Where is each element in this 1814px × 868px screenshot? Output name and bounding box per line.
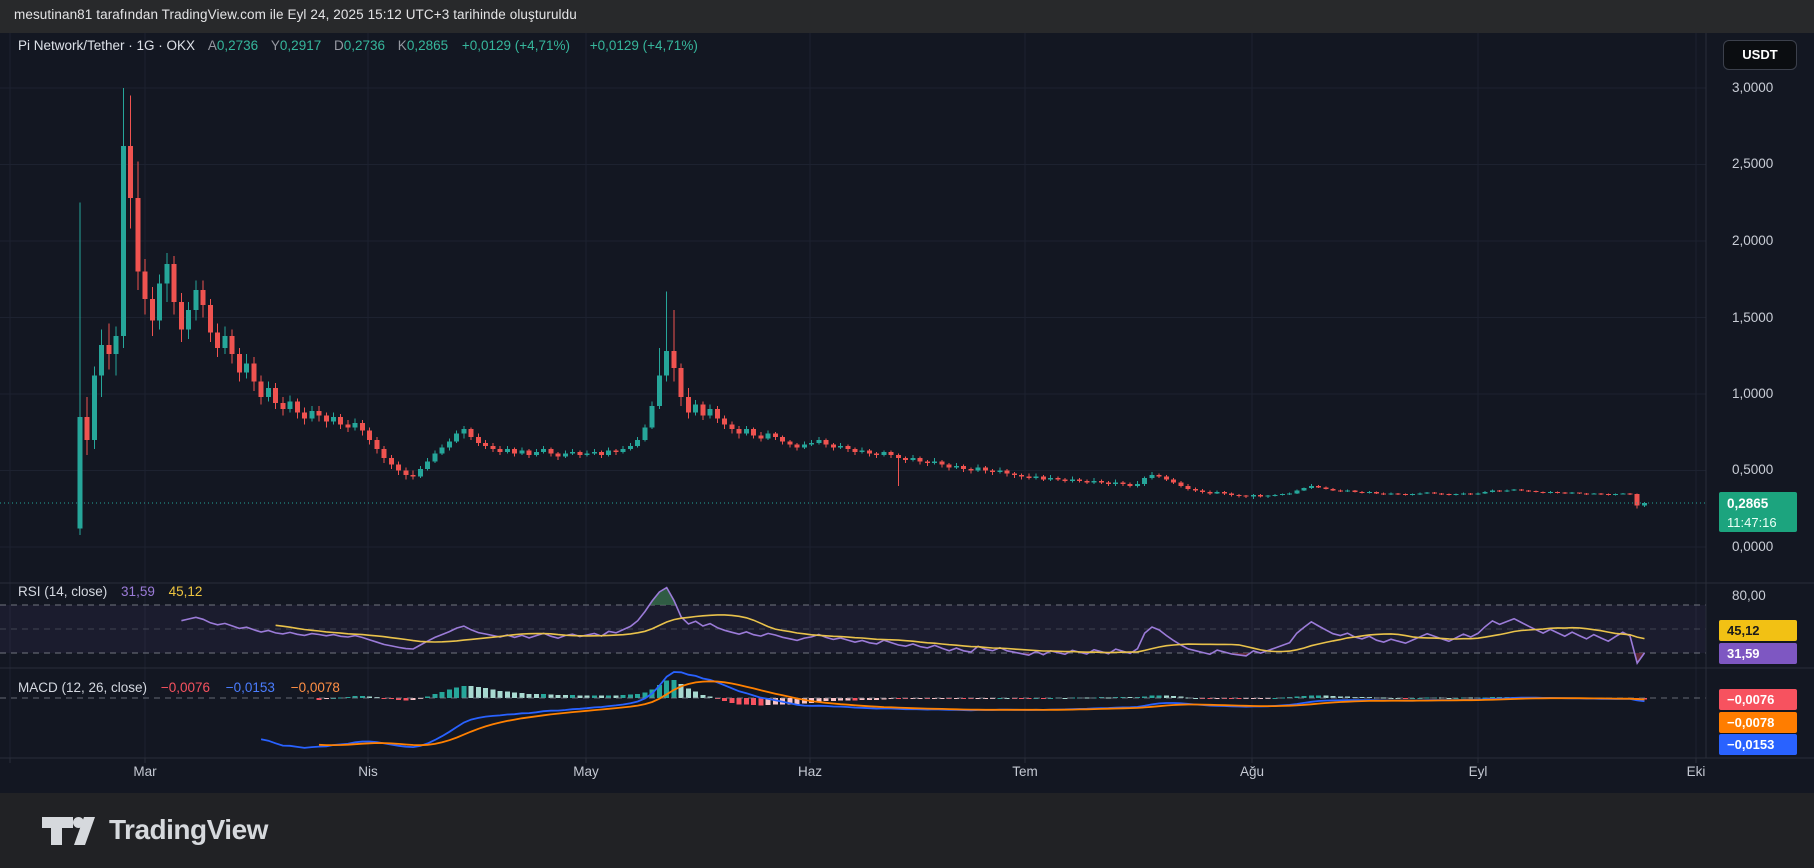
symbol-title[interactable]: Pi Network/Tether · 1G · OKX — [18, 38, 196, 53]
rsi-layer — [0, 586, 1706, 665]
price-tick: 1,5000 — [1732, 310, 1774, 325]
month-label: Mar — [133, 764, 157, 779]
currency-button[interactable]: USDT — [1723, 40, 1797, 70]
macd-hist-badge: −0,0076 — [1719, 689, 1797, 710]
candles-layer — [0, 87, 1706, 535]
month-label: Ağu — [1239, 764, 1265, 779]
low-value: 0,2736 — [343, 38, 386, 53]
price-badge: 0,2865 11:47:16 — [1719, 492, 1797, 532]
grid-layer — [0, 33, 1706, 763]
rsi-ma-value: 45,12 — [168, 584, 203, 599]
macd-line-value: −0,0153 — [225, 680, 275, 695]
price-tick: 3,0000 — [1732, 80, 1774, 95]
macd-layer — [0, 671, 1706, 749]
rsi-legend: RSI (14, close) 31,59 45,12 — [18, 584, 202, 599]
price-axis[interactable]: USDT 3,0000 2,5000 2,0000 1,5000 1,0000 … — [1706, 33, 1814, 758]
month-label: Eki — [1686, 764, 1706, 779]
macd-title[interactable]: MACD (12, 26, close) — [18, 680, 148, 695]
time-axis[interactable]: Mar Nis May Haz Tem Ağu Eyl Eki — [0, 758, 1706, 793]
high-label: Y — [270, 38, 280, 53]
rsi-value: 31,59 — [121, 584, 155, 599]
price-tick: 2,0000 — [1732, 233, 1774, 248]
tradingview-logo-text: TradingView — [109, 814, 268, 845]
footer-bar: TradingView — [0, 793, 1814, 868]
tradingview-logo-icon — [42, 817, 95, 845]
month-label: May — [573, 764, 599, 779]
high-value: 0,2917 — [279, 38, 322, 53]
open-value: 0,2736 — [216, 38, 259, 53]
low-label: D — [333, 38, 344, 53]
change-value-extended: +0,0129 (+4,71%) — [589, 38, 698, 53]
month-label: Tem — [1012, 764, 1038, 779]
month-label: Eyl — [1468, 764, 1488, 779]
open-label: A — [207, 38, 217, 53]
rsi-badge: 31,59 — [1719, 643, 1797, 664]
price-tick: 0,0000 — [1732, 539, 1774, 554]
main-legend: Pi Network/Tether · 1G · OKX A0,2736 Y0,… — [18, 38, 698, 53]
attribution-bar: mesutinan81 tarafından TradingView.com i… — [0, 0, 1814, 33]
close-label: K — [397, 38, 407, 53]
price-badge-time: 11:47:16 — [1727, 515, 1777, 530]
price-tick: 0,5000 — [1732, 462, 1774, 477]
separators-layer — [0, 33, 1814, 759]
rsi-axis-label: 80,00 — [1732, 588, 1766, 603]
price-tick: 2,5000 — [1732, 156, 1774, 171]
macd-hist-value: −0,0076 — [160, 680, 210, 695]
price-badge-price: 0,2865 — [1727, 496, 1769, 511]
month-label: Nis — [358, 764, 378, 779]
macd-legend: MACD (12, 26, close) −0,0076 −0,0153 −0,… — [18, 680, 340, 695]
macd-signal-value: −0,0078 — [290, 680, 340, 695]
price-tick: 1,0000 — [1732, 386, 1774, 401]
month-label: Haz — [797, 764, 822, 779]
attribution-text: mesutinan81 tarafından TradingView.com i… — [14, 7, 577, 22]
tradingview-logo[interactable]: TradingView — [40, 810, 268, 850]
macd-line-badge: −0,0153 — [1719, 734, 1797, 755]
rsi-title[interactable]: RSI (14, close) — [18, 584, 108, 599]
change-value: +0,0129 (+4,71%) — [461, 38, 570, 53]
macd-signal-badge: −0,0078 — [1719, 712, 1797, 733]
rsi-ma-badge: 45,12 — [1719, 620, 1797, 641]
close-value: 0,2865 — [406, 38, 449, 53]
